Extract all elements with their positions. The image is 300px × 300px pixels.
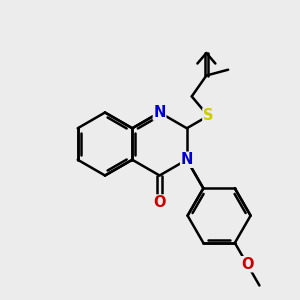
Text: N: N	[181, 152, 193, 167]
Text: O: O	[241, 257, 253, 272]
Text: S: S	[203, 109, 213, 124]
Text: O: O	[153, 195, 166, 210]
Text: N: N	[153, 105, 166, 120]
